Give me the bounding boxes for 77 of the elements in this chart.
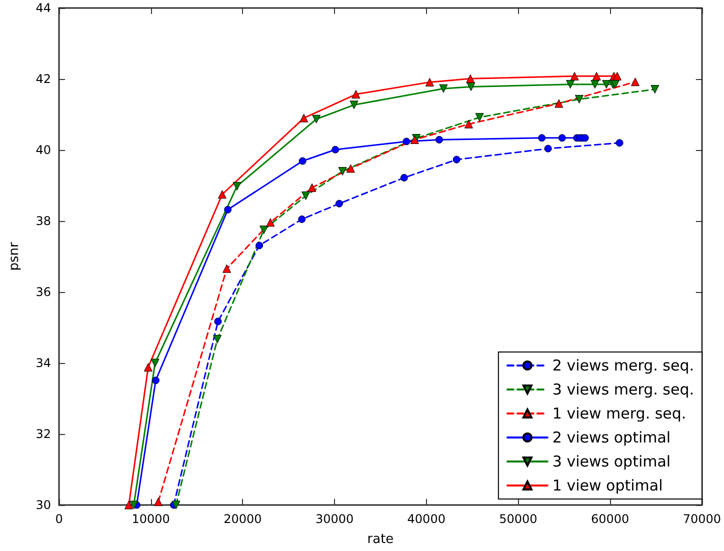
point [425, 78, 434, 86]
point [218, 190, 226, 199]
point [302, 192, 310, 200]
point [338, 167, 347, 176]
x-tick-label: 20000 [224, 512, 262, 526]
x-tick-label: 40000 [407, 512, 446, 526]
point [538, 134, 546, 142]
point [630, 78, 640, 86]
point [232, 182, 242, 190]
point [439, 84, 448, 93]
point [616, 139, 624, 147]
point [464, 120, 473, 128]
y-tick-label: 30 [36, 498, 51, 512]
point [570, 72, 579, 80]
legend-label: 2 views optimal [552, 428, 671, 446]
legend-label: 1 view merg. seq. [552, 404, 686, 422]
point [452, 156, 460, 164]
point [402, 138, 410, 146]
point [224, 206, 232, 214]
point [144, 363, 152, 372]
point [581, 134, 589, 142]
point [352, 90, 360, 99]
point [213, 334, 222, 344]
point [574, 94, 584, 104]
point [566, 80, 575, 89]
point [266, 218, 275, 227]
legend-label: 3 views optimal [552, 452, 671, 470]
point [544, 144, 552, 152]
point [256, 242, 264, 250]
x-tick-label: 0 [55, 512, 63, 526]
x-axis-title: rate [367, 532, 394, 547]
y-tick-label: 36 [36, 285, 51, 299]
y-tick-label: 38 [36, 214, 51, 228]
point [214, 318, 222, 326]
x-tick-label: 10000 [132, 512, 170, 526]
point [150, 358, 160, 368]
point [475, 113, 484, 122]
x-tick-label: 60000 [590, 512, 630, 526]
legend-label: 1 view optimal [552, 476, 663, 494]
point [222, 264, 232, 273]
legend-label: 2 views merg. seq. [552, 356, 694, 374]
x-tick-label: 30000 [315, 512, 354, 526]
point [152, 376, 160, 384]
legend-label: 3 views merg. seq. [552, 380, 694, 398]
y-tick-label: 42 [36, 72, 51, 86]
point [558, 134, 566, 142]
point [592, 72, 601, 80]
point [554, 99, 564, 108]
point [298, 215, 306, 223]
x-tick-label: 50000 [499, 512, 538, 526]
point [466, 82, 476, 92]
point [298, 157, 306, 165]
point [435, 136, 443, 144]
point [300, 114, 308, 122]
point [312, 114, 321, 124]
point [350, 100, 358, 110]
y-tick-label: 32 [36, 427, 51, 441]
point [612, 72, 622, 80]
point [466, 74, 475, 83]
point [650, 85, 660, 94]
point [308, 183, 316, 192]
y-axis-title: psnr [7, 242, 22, 271]
point [172, 500, 180, 510]
y-tick-label: 44 [36, 1, 51, 15]
point [602, 80, 611, 89]
point [130, 500, 138, 510]
point [590, 80, 600, 89]
point [154, 498, 163, 506]
point [346, 164, 355, 173]
y-tick-label: 34 [36, 356, 51, 370]
point [332, 146, 340, 154]
point [260, 226, 268, 234]
point [335, 200, 343, 208]
y-tick-label: 40 [36, 143, 51, 157]
x-tick-label: 70000 [682, 512, 722, 526]
point [400, 174, 408, 182]
point [124, 500, 134, 510]
